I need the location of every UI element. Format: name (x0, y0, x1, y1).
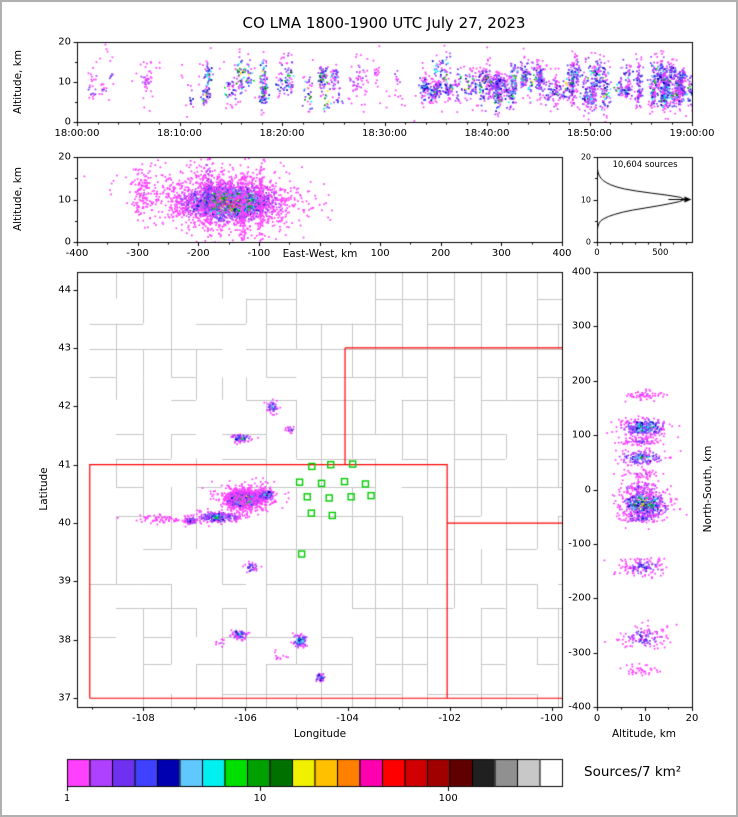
time-axis-y-tick-label: 20 (58, 36, 71, 48)
colorbar-tick-label: 1 (63, 793, 71, 804)
map-axis-x-tick-label: -100 (540, 713, 564, 724)
north-south-axis-y-tick-label: -100 (568, 538, 591, 550)
map-axis-x-tick-label: -106 (234, 713, 257, 724)
map-axis-y-tick-label: 41 (58, 459, 71, 471)
time-axis-x-tick-label: 18:20:00 (259, 128, 305, 139)
time-axis-x-tick-label: 18:10:00 (157, 128, 202, 139)
east-west-axis-x-tick-label: -300 (126, 248, 149, 259)
north-south-axis-y-tick-label: -400 (568, 701, 591, 713)
north-south-panel-xlabel: Altitude, km (611, 728, 677, 740)
time-axis-y-tick-label: 0 (64, 116, 71, 128)
east-west-axis-x-tick-label: 300 (491, 248, 511, 259)
north-south-axis-y-tick-label: 0 (584, 484, 591, 495)
north-south-axis-x-tick-label: 0 (593, 713, 601, 724)
map-axis-x-tick-label: -104 (336, 713, 359, 724)
north-south-axis-y-tick-label: 300 (571, 320, 591, 332)
time-height-ylabel: Altitude, km (12, 49, 24, 115)
colorbar-label: Sources/7 km² (584, 764, 682, 780)
east-west-axis-x-tick-label: -200 (186, 248, 210, 259)
time-axis-x-tick-label: 19:00:00 (669, 128, 715, 139)
figure-title: CO LMA 1800-1900 UTC July 27, 2023 (242, 14, 526, 32)
north-south-axis-y-tick-label: -200 (568, 592, 591, 604)
colorbar-tick-label: 100 (438, 793, 458, 804)
time-axis-x-tick-label: 18:50:00 (567, 128, 612, 139)
colorbar-tick-label: 10 (253, 793, 267, 804)
map-axis-y-tick-label: 39 (58, 575, 71, 587)
histogram-axis-y-tick-label: 20 (580, 152, 591, 162)
east-west-axis-y-tick-label: 0 (64, 236, 71, 248)
east-west-xlabel: East-West, km (282, 248, 358, 260)
histogram-axis-y-tick-label: 0 (585, 237, 591, 247)
map-axis-y-tick-label: 37 (58, 692, 71, 704)
time-axis-x-tick-label: 18:00:00 (54, 128, 100, 139)
map-axis-y-tick-label: 40 (58, 517, 71, 529)
histogram-axis-x-tick-label: 0 (594, 248, 600, 258)
east-west-axis-x-tick-label: -100 (247, 248, 271, 259)
histogram-axis-x-tick-label: 500 (652, 248, 669, 258)
north-south-axis-y-tick-label: -300 (568, 647, 591, 659)
time-axis-x-tick-label: 18:40:00 (464, 128, 510, 139)
north-south-axis-x-tick-label: 20 (685, 713, 699, 724)
time-axis-y-tick-label: 10 (58, 76, 71, 88)
east-west-axis-x-tick-label: -400 (65, 248, 89, 259)
east-west-axis-y-tick-label: 10 (58, 194, 71, 205)
map-axis-y-tick-label: 42 (58, 400, 71, 412)
map-axis-x-tick-label: -108 (132, 713, 155, 724)
map-axis-y-tick-label: 44 (58, 284, 71, 296)
map-axis-y-tick-label: 43 (58, 342, 71, 354)
east-west-panel-ylabel: Altitude, km (12, 166, 24, 232)
north-south-axis-y-tick-label: 400 (571, 266, 591, 278)
source-count-annotation: 10,604 sources (612, 160, 678, 170)
map-ylabel: Latitude (38, 467, 50, 511)
east-west-axis-x-tick-label: 200 (431, 248, 451, 259)
map-axis-x-tick-label: -102 (438, 713, 462, 724)
map-xlabel: Longitude (293, 728, 347, 740)
north-south-panel-ylabel: North-South, km (702, 445, 714, 533)
north-south-axis-y-tick-label: 200 (571, 375, 591, 387)
east-west-axis-x-tick-label: 100 (370, 248, 390, 259)
time-axis-x-tick-label: 18:30:00 (362, 128, 407, 139)
north-south-axis-x-tick-label: 10 (638, 713, 651, 724)
histogram-axis-y-tick-label: 10 (580, 195, 591, 204)
north-south-axis-y-tick-label: 100 (571, 429, 591, 441)
east-west-axis-x-tick-label: 400 (552, 248, 572, 259)
east-west-axis-y-tick-label: 20 (58, 151, 71, 163)
map-axis-y-tick-label: 38 (58, 634, 71, 646)
